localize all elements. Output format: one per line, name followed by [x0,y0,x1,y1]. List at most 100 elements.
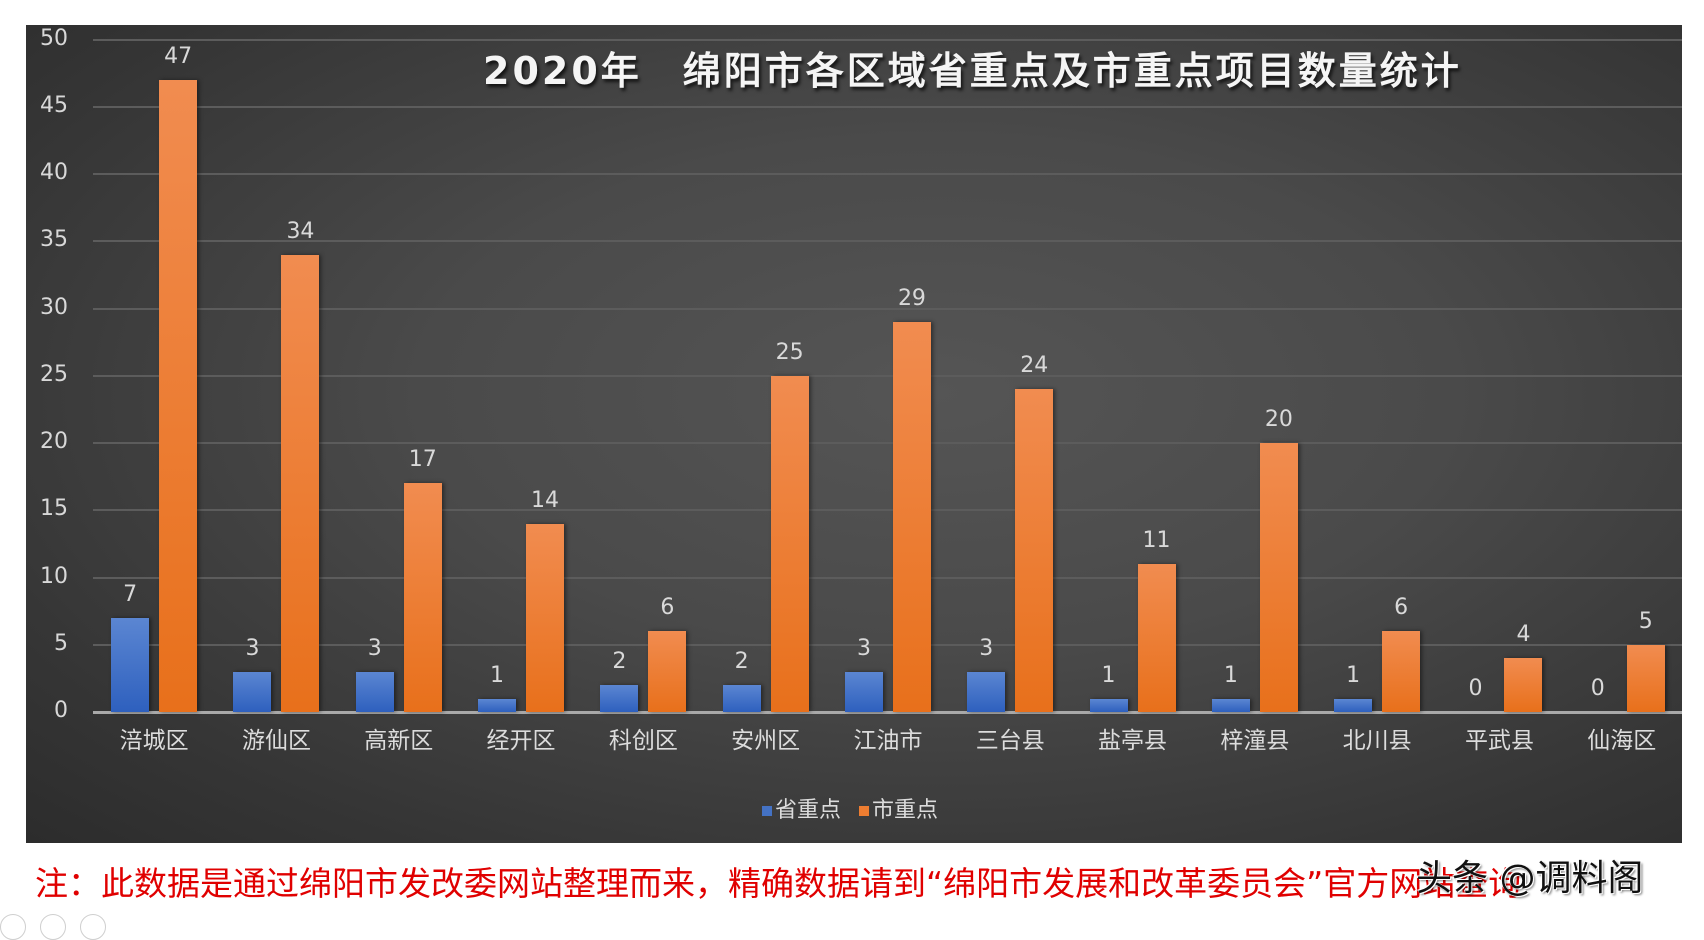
bar-city [281,254,320,712]
gridline [93,240,1682,243]
watermark: 头条 @调料阁 [1416,858,1644,899]
gridline [93,576,1682,579]
y-tick-label: 30 [40,294,68,320]
gridline [93,643,1682,646]
bar-city [892,321,931,712]
bar-city [1015,389,1054,712]
x-category-label: 江油市 [853,728,923,754]
bar-provincial [355,671,394,712]
gridline [93,105,1682,108]
bar-city [648,631,687,712]
legend-swatch-blue-icon [762,806,772,816]
gridline [93,307,1682,310]
bar-city [1259,443,1298,712]
data-label: 6 [1394,595,1409,621]
y-tick-label: 40 [40,160,68,185]
legend: 省重点 市重点 [762,797,938,825]
chart-area: 2020年 绵阳市各区域省重点及市重点项目数量统计 0 5 10 15 20 25 30 35… [26,25,1682,843]
data-label: 20 [1264,407,1293,432]
bar-provincial [478,698,517,712]
data-label: 5 [1638,608,1653,634]
data-label: 3 [856,635,871,661]
data-label: 34 [286,218,315,244]
bar-provincial [722,685,761,712]
y-tick-label: 20 [40,429,68,454]
bar-provincial [1211,698,1250,712]
x-category-label: 安州区 [731,728,801,754]
x-category-label: 科创区 [608,728,678,754]
data-label: 2 [734,649,749,675]
circle-icon[interactable] [40,914,66,940]
y-tick-label: 15 [40,496,68,522]
bar-provincial [233,671,272,712]
legend-swatch-orange-icon [859,806,870,816]
bar-city [1504,658,1543,712]
y-tick-label: 0 [54,698,68,723]
bar-city [770,375,809,712]
gridline [93,509,1682,512]
x-category-label: 涪城区 [119,728,189,754]
x-category-label: 三台县 [975,728,1045,754]
source-note: 注：此数据是通过绵阳市发改委网站整理而来，精确数据请到“绵阳市发展和改革委员会”… [35,864,1522,903]
gridline [93,374,1682,377]
data-label: 24 [1020,353,1049,379]
x-category-label: 游仙区 [241,728,311,754]
data-label: 29 [897,285,926,311]
bar-provincial [844,671,883,712]
bar-city [1382,631,1421,712]
x-category-label: 盐亭县 [1098,728,1168,754]
chart-title: 2020年 绵阳市各区域省重点及市重点项目数量统计 [483,49,1462,93]
data-label: 47 [164,43,193,69]
bar-provincial [111,617,150,712]
circle-icon[interactable] [0,914,26,940]
gridline [93,173,1682,175]
x-category-label: 平武县 [1464,728,1534,754]
data-label: 3 [367,635,382,661]
gridline [93,38,1682,41]
x-category-label: 高新区 [364,728,434,754]
bar-provincial [1089,698,1128,712]
data-label: 0 [1590,676,1605,701]
bar-provincial [967,671,1006,712]
legend-item-city: 市重点 [859,797,938,825]
y-tick-label: 45 [40,92,68,118]
y-tick-label: 10 [40,563,68,589]
data-label: 2 [612,649,627,675]
bar-city [1626,644,1665,712]
data-label: 0 [1468,676,1483,701]
data-label: 14 [531,487,560,513]
data-label: 3 [979,635,994,661]
legend-label-city: 市重点 [872,798,939,823]
bar-provincial [1334,698,1373,712]
x-axis-line [93,711,1682,714]
y-tick-label: 25 [40,361,68,387]
bottom-toolbar-icons [0,914,106,940]
gridline [93,442,1682,444]
bar-city [403,483,442,712]
data-label: 11 [1142,528,1171,554]
y-tick-label: 35 [40,227,68,253]
bar-provincial [600,685,639,712]
data-label: 1 [1346,662,1361,688]
x-category-label: 仙海区 [1587,728,1657,754]
legend-item-provincial: 省重点 [762,797,841,825]
bar-city [159,79,198,712]
legend-label-provincial: 省重点 [775,798,842,823]
circle-icon[interactable] [80,914,106,940]
x-category-label: 北川县 [1342,728,1412,754]
data-label: 3 [245,635,260,661]
x-category-label: 经开区 [486,728,556,754]
data-label: 6 [660,595,675,621]
data-label: 4 [1516,622,1531,648]
data-label: 7 [123,581,138,607]
y-tick-label: 50 [40,25,68,51]
data-label: 1 [490,662,505,688]
bar-city [1137,564,1176,712]
y-tick-label: 5 [54,630,68,656]
data-label: 17 [408,447,437,473]
data-label: 1 [1101,662,1116,688]
data-label: 1 [1223,662,1238,688]
bar-city [526,523,565,712]
x-category-label: 梓潼县 [1220,728,1290,754]
data-label: 25 [775,339,804,365]
